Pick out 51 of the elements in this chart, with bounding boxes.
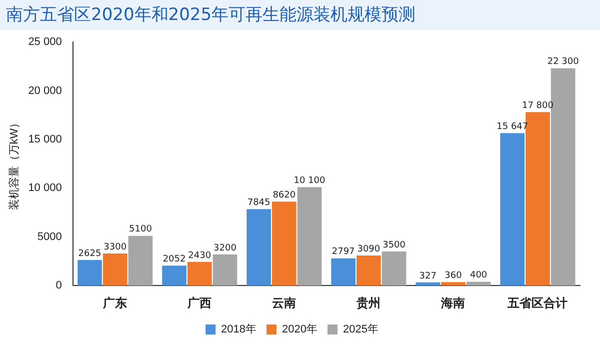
bar: [162, 266, 186, 286]
y-tick-label: 5000: [37, 230, 62, 243]
data-label: 2797: [332, 247, 355, 258]
x-tick-label: 广东: [102, 296, 128, 310]
data-label: 7845: [247, 198, 270, 208]
data-label: 360: [444, 270, 462, 281]
bar: [212, 254, 238, 286]
y-tick-label: 20 000: [28, 84, 62, 97]
data-label: 10 100: [294, 176, 326, 186]
bar: [331, 258, 356, 286]
data-label: 2625: [78, 248, 102, 259]
bar: [246, 209, 271, 286]
data-label: 8620: [272, 190, 296, 200]
y-tick-label: 10 000: [28, 182, 62, 194]
data-label: 22 300: [547, 57, 580, 68]
x-tick-label: 海南: [440, 296, 466, 310]
data-label: 3500: [382, 240, 406, 250]
bar: [187, 262, 212, 286]
bar: [382, 251, 406, 286]
data-label: 3300: [104, 242, 127, 252]
data-label: 17 800: [522, 101, 554, 111]
legend-label: 2018年: [221, 324, 257, 336]
bar: [416, 282, 440, 286]
data-label: 3090: [357, 244, 380, 254]
bar: [102, 253, 128, 286]
data-label: 400: [470, 270, 488, 281]
data-label: 2430: [188, 250, 212, 261]
data-label: 327: [419, 271, 436, 282]
x-tick-label: 云南: [272, 296, 296, 310]
bar: [356, 255, 381, 286]
bar: [526, 112, 550, 286]
y-axis-title: 装机容量（万kW）: [8, 117, 21, 210]
bar: [297, 187, 322, 286]
bar: [466, 282, 491, 286]
y-tick-label: 0: [56, 280, 62, 292]
legend-label: 2025年: [342, 324, 378, 336]
x-tick-label: 广西: [186, 296, 212, 310]
x-tick-label: 贵州: [356, 296, 381, 310]
bar: [500, 133, 525, 286]
y-tick-label: 25 000: [28, 36, 62, 48]
bar: [128, 236, 153, 286]
data-label: 2052: [162, 254, 186, 264]
x-tick-label: 五省区合计: [506, 296, 568, 310]
bar: [441, 282, 466, 286]
legend-label: 2020年: [282, 324, 318, 336]
y-tick-label: 15 000: [28, 133, 62, 146]
bar: [272, 202, 296, 286]
chart-title: 南方五省区2020年和2025年可再生能源装机规模预测: [0, 0, 600, 30]
data-label: 5100: [129, 224, 152, 235]
bar: [78, 260, 102, 286]
data-label: 3200: [214, 243, 237, 254]
